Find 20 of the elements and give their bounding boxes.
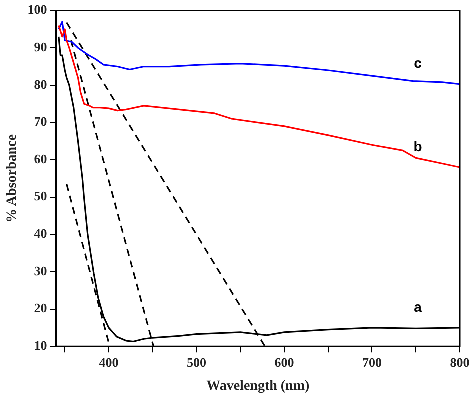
series-label: a <box>414 298 422 315</box>
x-tick-label: 600 <box>274 354 294 370</box>
y-tick-label: 60 <box>34 151 48 166</box>
y-tick-label: 10 <box>34 338 48 353</box>
y-tick-label: 100 <box>28 2 48 18</box>
y-tick-label: 50 <box>34 188 48 204</box>
x-axis-title: Wavelength (nm) <box>206 379 310 394</box>
series-label: c <box>414 55 422 72</box>
series-label: b <box>414 138 422 154</box>
y-tick-label: 30 <box>34 263 48 278</box>
x-tick-label: 700 <box>362 354 382 370</box>
x-tick-label: 800 <box>450 354 470 370</box>
y-tick-label: 70 <box>34 114 48 130</box>
x-tick-label: 400 <box>99 354 119 370</box>
y-tick-label: 80 <box>34 76 48 92</box>
y-tick-label: 90 <box>34 39 48 54</box>
y-tick-label: 20 <box>34 300 48 316</box>
y-tick-label: 40 <box>34 226 48 242</box>
y-axis-title: % Absorbance <box>5 134 20 223</box>
x-tick-label: 500 <box>186 354 206 370</box>
